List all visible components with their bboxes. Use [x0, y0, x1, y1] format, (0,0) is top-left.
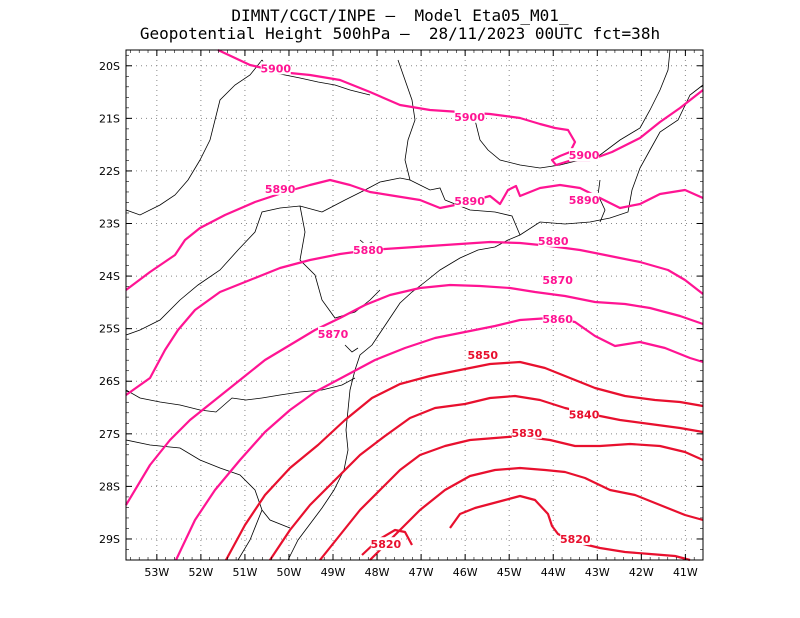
- contour-line: [449, 494, 691, 562]
- contour-label: 5900: [569, 149, 600, 162]
- border-line: [397, 59, 416, 181]
- contour-label-bg: [353, 242, 384, 256]
- border-line: [321, 177, 446, 213]
- contour-label-bg: [260, 61, 291, 75]
- contour-line: [125, 283, 704, 506]
- contour-label: 5880: [538, 235, 569, 248]
- lat-tick-label: 21S: [99, 112, 120, 125]
- lat-tick-label: 27S: [99, 428, 120, 441]
- contour-label-bg: [318, 326, 349, 340]
- contour-label: 5830: [512, 427, 543, 440]
- border-line: [344, 344, 359, 353]
- contour-label-bg: [265, 181, 296, 195]
- contour-label: 5870: [542, 274, 573, 287]
- contour-label-bg: [569, 148, 600, 162]
- contour-label: 5860: [542, 313, 573, 326]
- lat-tick-label: 22S: [99, 165, 120, 178]
- lat-tick-label: 26S: [99, 375, 120, 388]
- contour-line: [125, 240, 704, 396]
- contour-label-bg: [569, 407, 600, 421]
- height-contours: [125, 49, 704, 562]
- contour-line: [217, 49, 704, 167]
- contour-label-bg: [560, 531, 591, 545]
- axis-labels: 20S 21S 22S 23S 24S 25S 26S 27S 28S 29S 53W 52W 51W 5…: [99, 50, 703, 579]
- lon-tick-label: 53W: [144, 566, 169, 579]
- border-line: [125, 205, 323, 336]
- contour-label: 5900: [454, 111, 485, 124]
- border-line: [597, 179, 606, 223]
- contour-label: 5870: [318, 328, 349, 341]
- coastline-and-borders: [125, 49, 704, 561]
- border-line: [261, 377, 356, 399]
- lon-tick-label: 41W: [673, 566, 698, 579]
- border-line: [125, 439, 291, 529]
- contour-label: 5890: [265, 183, 296, 196]
- map-title-line1: DIMNT/CGCT/INPE – Model Eta05_M01_: [231, 6, 569, 25]
- lon-tick-label: 52W: [188, 566, 213, 579]
- lon-tick-label: 42W: [629, 566, 654, 579]
- border-line: [299, 205, 381, 319]
- contour-label-bg: [467, 347, 498, 361]
- lon-tick-label: 47W: [409, 566, 434, 579]
- contour-label-bg: [542, 272, 573, 286]
- contour-line: [369, 466, 704, 561]
- lat-tick-label: 23S: [99, 218, 120, 231]
- contour-label-bg: [454, 193, 485, 207]
- contour-line: [319, 434, 704, 561]
- contour-label-bg: [542, 312, 573, 326]
- contour-label-bg: [511, 425, 542, 439]
- contour-label: 5880: [353, 244, 384, 257]
- border-line: [237, 509, 263, 561]
- lat-tick-label: 28S: [99, 480, 120, 493]
- map-title-line2: Geopotential Height 500hPa – 28/11/2023 …: [139, 24, 661, 43]
- lat-tick-label: 20S: [99, 60, 120, 73]
- contour-label: 5850: [467, 349, 498, 362]
- border-line: [287, 84, 704, 561]
- graticule: [126, 50, 703, 560]
- contour-label: 5820: [371, 538, 402, 551]
- contour-label: 5890: [454, 195, 485, 208]
- contour-line: [125, 178, 704, 291]
- contour-label-bg: [569, 192, 600, 206]
- lon-tick-label: 45W: [497, 566, 522, 579]
- contour-label: 5890: [569, 194, 600, 207]
- contour-label: 5820: [560, 533, 591, 546]
- contour-label-bg: [538, 233, 569, 247]
- contour-label-bg: [454, 109, 485, 123]
- contour-labels: 5900 5900 5900 5890 5890 5890 5880 5880 5870 5870…: [260, 61, 600, 551]
- lon-tick-label: 50W: [277, 566, 302, 579]
- map-frame: [125, 49, 704, 561]
- contour-label: 5840: [569, 408, 600, 421]
- border-line: [125, 59, 263, 216]
- contour-label: 5900: [260, 62, 291, 75]
- contour-line: [175, 316, 704, 561]
- lat-tick-label: 29S: [99, 533, 120, 546]
- contour-line: [269, 394, 704, 561]
- contour-label-bg: [370, 537, 401, 551]
- lat-tick-label: 25S: [99, 323, 120, 336]
- lat-tick-label: 24S: [99, 270, 120, 283]
- lon-tick-label: 49W: [321, 566, 346, 579]
- border-line: [125, 389, 263, 413]
- lon-tick-label: 43W: [585, 566, 610, 579]
- contour-line: [225, 360, 704, 561]
- lon-tick-label: 48W: [365, 566, 390, 579]
- lon-tick-label: 44W: [541, 566, 566, 579]
- lon-tick-label: 46W: [453, 566, 478, 579]
- lon-tick-label: 51W: [232, 566, 257, 579]
